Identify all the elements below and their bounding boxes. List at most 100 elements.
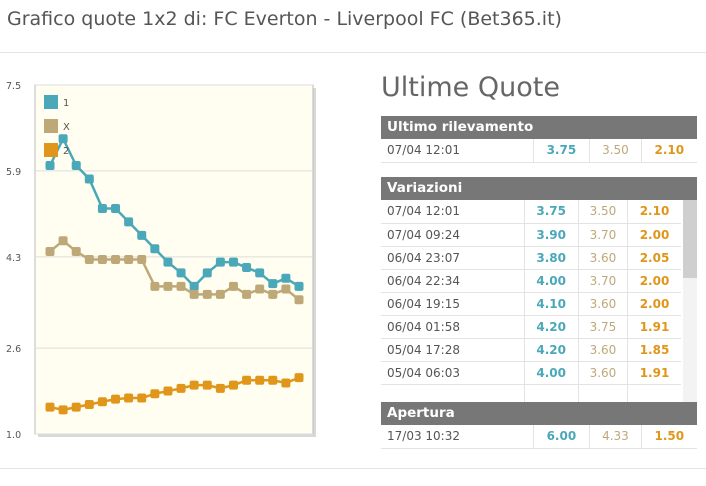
odds-2: 1.91	[627, 315, 681, 339]
changes-section: Variazioni 07/04 12:01 3.75 3.50 2.10 07/04 …	[381, 177, 697, 407]
last-update-header: Ultimo rilevamento	[381, 116, 697, 139]
data-point	[281, 273, 291, 283]
data-point	[242, 375, 252, 385]
data-point	[45, 161, 55, 171]
data-point	[97, 255, 107, 264]
data-point	[97, 203, 107, 213]
data-point	[137, 230, 147, 240]
data-point	[281, 378, 291, 388]
odds-x: 3.50	[577, 200, 628, 224]
data-point	[215, 383, 225, 393]
y-tick-label: 4.3	[6, 253, 21, 264]
legend-swatch-2	[44, 143, 58, 157]
table-row: 06/04 19:15 4.10 3.60 2.00	[381, 292, 681, 316]
table-row: 07/04 12:01 3.75 3.50 2.10	[381, 139, 697, 163]
opening-section: Apertura 17/03 10:32 6.00 4.33 1.50	[381, 402, 697, 449]
y-tick-label: 2.6	[6, 344, 21, 355]
table-row: 07/04 09:24 3.90 3.70 2.00	[381, 223, 681, 247]
odds-x: 3.60	[577, 361, 628, 385]
odds-2: 2.05	[627, 246, 681, 270]
data-point	[176, 268, 186, 278]
odds-2: 2.00	[627, 292, 681, 316]
changes-scrollbar[interactable]	[683, 200, 697, 407]
data-point	[189, 380, 199, 390]
data-point	[268, 375, 278, 385]
odds-2: 1.85	[627, 338, 681, 362]
data-point	[45, 246, 55, 256]
table-row: 06/04 23:07 3.80 3.60 2.05	[381, 246, 681, 270]
changes-header: Variazioni	[381, 177, 697, 200]
data-point	[255, 284, 265, 294]
row-date: 06/04 19:15	[381, 292, 524, 316]
odds-2: 2.00	[627, 223, 681, 247]
odds-2: 1.91	[627, 361, 681, 385]
data-point	[281, 284, 291, 294]
data-point	[45, 402, 55, 412]
legend-swatch-1	[44, 95, 58, 109]
legend-label: 2	[63, 146, 69, 157]
data-point	[215, 257, 225, 267]
data-point	[84, 255, 94, 264]
odds-x: 3.60	[577, 292, 628, 316]
data-point	[124, 393, 134, 403]
data-point	[124, 217, 134, 227]
odds-2: 2.00	[627, 269, 681, 293]
row-date: 06/04 01:58	[381, 315, 524, 339]
odds-2: 2.10	[627, 200, 681, 224]
data-point	[137, 255, 147, 264]
odds-2: 2.10	[640, 139, 697, 163]
data-point	[255, 268, 265, 278]
row-date: 06/04 22:34	[381, 269, 524, 293]
data-point	[111, 203, 121, 213]
data-point	[189, 289, 199, 299]
last-update-section: Ultimo rilevamento 07/04 12:01 3.75 3.50…	[381, 116, 697, 163]
data-point	[150, 389, 160, 399]
odds-1: 4.10	[523, 292, 579, 316]
odds-1: 4.20	[523, 338, 579, 362]
y-tick-label: 7.5	[6, 81, 21, 92]
legend-label: X	[63, 122, 70, 133]
scroll-thumb[interactable]	[683, 200, 697, 278]
data-point	[255, 375, 265, 385]
odds-x: 3.70	[577, 269, 628, 293]
legend-label: 1	[63, 98, 69, 109]
data-point	[228, 281, 238, 291]
row-date: 06/04 23:07	[381, 246, 524, 270]
page-title: Grafico quote 1x2 di: FC Everton - Liver…	[7, 8, 562, 30]
data-point	[58, 405, 68, 415]
data-point	[163, 281, 173, 291]
odds-1: 4.00	[523, 269, 579, 293]
data-point	[294, 295, 304, 305]
odds-1: 3.75	[532, 139, 590, 163]
table-row: 05/04 17:28 4.20 3.60 1.85	[381, 338, 681, 362]
legend-swatch-x	[44, 119, 58, 133]
data-point	[294, 281, 304, 291]
opening-table: 17/03 10:32 6.00 4.33 1.50	[381, 425, 697, 449]
data-point	[242, 263, 252, 273]
data-point	[71, 402, 81, 412]
data-point	[202, 289, 212, 299]
table-row: 07/04 12:01 3.75 3.50 2.10	[381, 200, 681, 224]
table-row: 06/04 01:58 4.20 3.75 1.91	[381, 315, 681, 339]
row-date: 07/04 09:24	[381, 223, 524, 247]
row-date: 05/04 17:28	[381, 338, 524, 362]
row-date: 07/04 12:01	[381, 200, 524, 224]
odds-line-chart: 7.5 5.9 4.3 2.6 1.0 1 X 2	[6, 81, 316, 441]
data-point	[71, 246, 81, 256]
odds-1: 6.00	[532, 425, 590, 449]
data-point	[242, 289, 252, 299]
y-tick-label: 1.0	[6, 430, 21, 441]
odds-1: 4.20	[523, 315, 579, 339]
data-point	[268, 279, 278, 289]
data-point	[111, 255, 121, 264]
data-point	[215, 289, 225, 299]
data-point	[228, 257, 238, 267]
data-point	[58, 236, 68, 246]
data-point	[202, 380, 212, 390]
odds-x: 3.60	[577, 246, 628, 270]
changes-scroll-area[interactable]: 07/04 12:01 3.75 3.50 2.10 07/04 09:24 3.90 3.…	[381, 200, 697, 407]
data-point	[97, 397, 107, 407]
data-point	[163, 386, 173, 396]
data-point	[150, 244, 160, 254]
odds-panel-title: Ultime Quote	[381, 72, 560, 103]
